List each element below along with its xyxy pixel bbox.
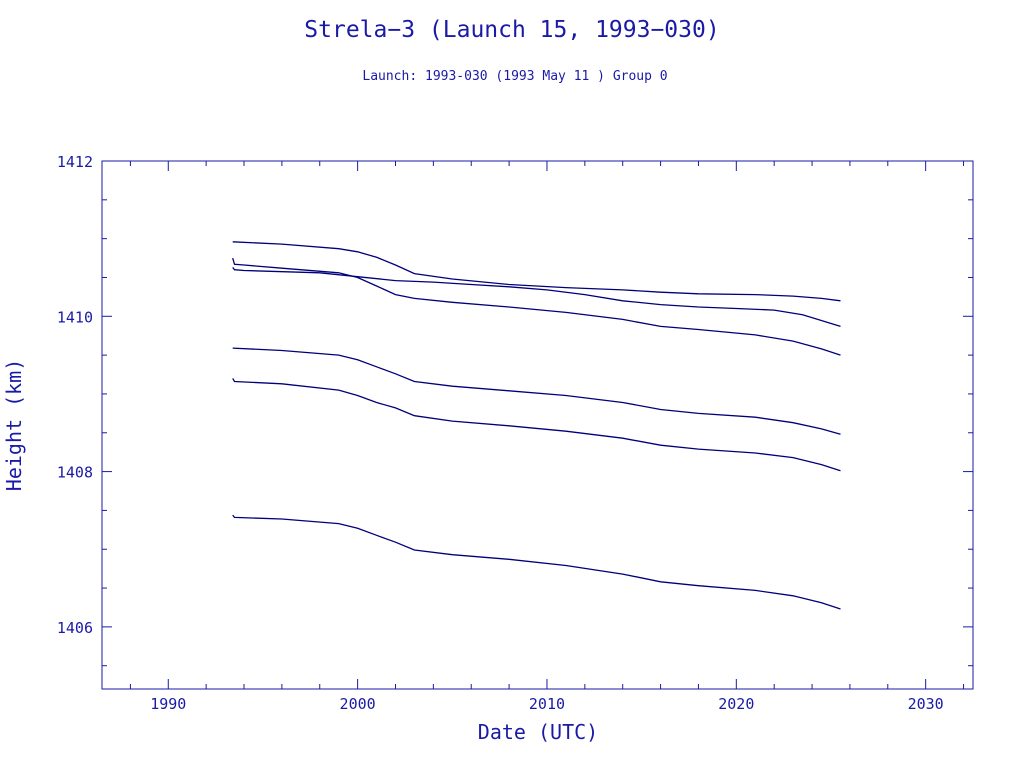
chart-title: Strela−3 (Launch 15, 1993−030) [304, 17, 719, 43]
x-tick-label: 2010 [529, 695, 565, 713]
plot-frame [101, 160, 974, 690]
series-line-6 [232, 514, 841, 610]
y-tick-label: 1408 [57, 464, 93, 482]
chart-subtitle: Launch: 1993-030 (1993 May 11 ) Group 0 [362, 69, 667, 84]
series-line-3 [232, 266, 841, 328]
y-axis-label: Height (km) [2, 359, 26, 491]
y-tick-label: 1406 [57, 619, 93, 637]
series-line-2 [232, 257, 841, 356]
series-line-4 [232, 347, 841, 435]
y-tick-label: 1412 [57, 153, 93, 171]
y-tick-label: 1410 [57, 308, 93, 326]
axis-ticks: 1990 2000 2010 2020 2030 1406 1408 1410 1412 [57, 153, 973, 713]
series-layer [232, 241, 841, 610]
x-axis-label: Date (UTC) [478, 720, 598, 744]
series-line-1 [232, 241, 841, 302]
x-tick-label: 2000 [340, 695, 376, 713]
x-tick-label: 2020 [718, 695, 754, 713]
x-tick-label: 2030 [908, 695, 944, 713]
x-tick-label: 1990 [150, 695, 186, 713]
series-line-5 [232, 378, 841, 472]
